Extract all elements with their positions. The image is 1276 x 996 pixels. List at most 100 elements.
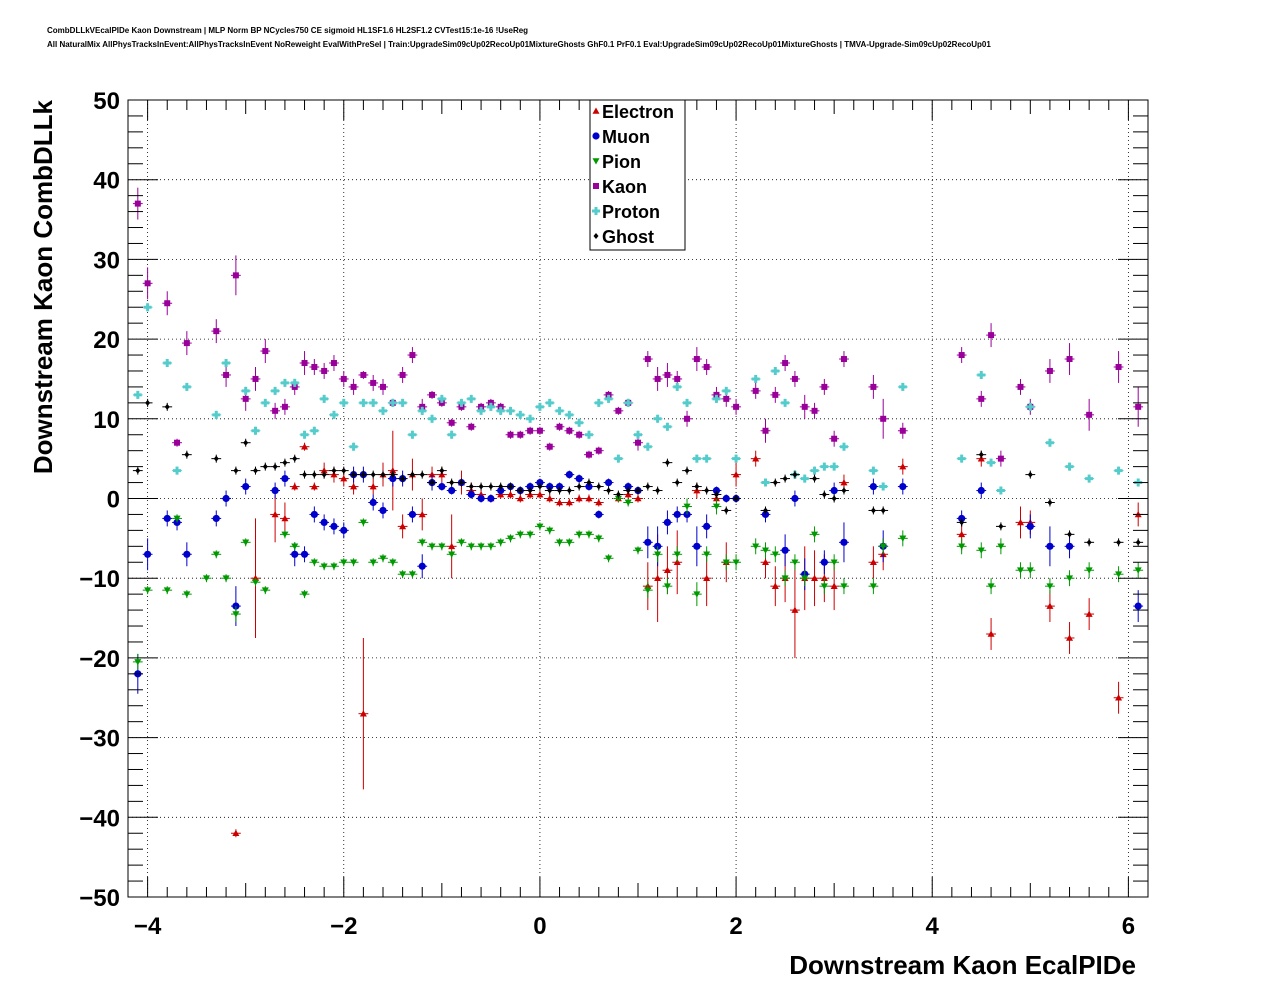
legend-entry-kaon: Kaon (593, 177, 647, 197)
data-point (781, 398, 790, 407)
data-point (183, 591, 191, 598)
data-point (516, 410, 525, 419)
data-point (439, 467, 445, 474)
data-point (398, 398, 407, 407)
data-point (1134, 602, 1142, 610)
data-point (418, 539, 426, 546)
data-point (526, 531, 534, 538)
data-point (645, 483, 651, 490)
data-point (653, 414, 662, 423)
data-point (576, 483, 582, 490)
data-point (625, 487, 631, 494)
data-point (448, 542, 456, 550)
data-point (174, 439, 181, 446)
data-point (487, 494, 495, 503)
data-point (614, 454, 623, 463)
grid (128, 99, 1148, 898)
series-ghost (132, 398, 1144, 547)
data-point (811, 407, 818, 414)
data-point (977, 547, 985, 554)
data-point (458, 479, 464, 486)
data-point (369, 483, 377, 490)
y-tick-label: 40 (93, 168, 120, 195)
data-point (840, 356, 847, 363)
data-point (232, 611, 240, 618)
data-point (281, 403, 288, 410)
data-point (1134, 567, 1142, 574)
data-point (595, 447, 602, 454)
data-point (428, 543, 436, 550)
data-point (359, 398, 368, 407)
data-point (311, 471, 317, 478)
data-point (222, 359, 231, 368)
data-point (693, 542, 701, 550)
plot-title-line2: All NaturalMix AllPhysTracksInEvent:AllP… (47, 40, 991, 49)
data-point (310, 559, 318, 566)
legend-marker (592, 132, 600, 140)
data-point (1115, 694, 1123, 701)
data-point (634, 495, 642, 502)
data-point (771, 551, 779, 558)
data-point (300, 550, 309, 558)
data-point (272, 463, 278, 470)
data-point (183, 550, 191, 558)
data-point (800, 474, 809, 483)
y-tick-label: 20 (93, 327, 120, 354)
data-point (575, 474, 583, 483)
data-point (801, 403, 808, 410)
data-point (379, 555, 387, 562)
data-point (408, 430, 417, 439)
data-point (614, 495, 622, 502)
data-point (899, 482, 907, 491)
data-point (1114, 466, 1123, 475)
legend-label: Electron (602, 102, 674, 122)
data-point (379, 406, 387, 415)
data-point (879, 482, 888, 491)
data-point (419, 471, 425, 478)
data-point (586, 479, 592, 486)
data-point (997, 455, 1004, 462)
data-point (704, 487, 710, 494)
data-point (535, 402, 544, 411)
data-point (644, 538, 652, 546)
data-point (811, 574, 819, 581)
data-point (585, 451, 592, 458)
data-point (418, 510, 426, 518)
data-point (997, 543, 1005, 550)
x-tick-label: −4 (134, 913, 162, 940)
data-point (253, 467, 258, 474)
data-point (791, 559, 799, 566)
data-point (144, 280, 151, 287)
data-point (223, 371, 230, 378)
legend-marker (592, 207, 600, 215)
data-point (663, 518, 672, 527)
data-point (350, 559, 358, 566)
data-point (723, 507, 729, 514)
data-point (340, 559, 348, 566)
data-point (448, 486, 456, 495)
data-point (977, 486, 985, 495)
data-point (1066, 356, 1073, 363)
data-point (468, 483, 474, 490)
data-point (399, 522, 407, 530)
data-point (654, 551, 662, 558)
data-point (487, 543, 495, 550)
data-point (576, 431, 583, 438)
data-point (811, 531, 819, 538)
data-point (996, 486, 1005, 495)
data-point (703, 522, 711, 530)
data-point (508, 483, 513, 490)
data-point (1085, 610, 1093, 617)
data-point (310, 510, 318, 519)
data-point (291, 483, 299, 490)
data-point (663, 422, 672, 431)
data-point (272, 407, 279, 414)
data-point (1046, 367, 1053, 374)
data-point (596, 483, 602, 490)
data-point (556, 539, 564, 546)
legend-marker (593, 183, 599, 189)
y-tick-label: −20 (79, 646, 120, 673)
data-point (869, 466, 878, 475)
data-point (791, 375, 798, 382)
